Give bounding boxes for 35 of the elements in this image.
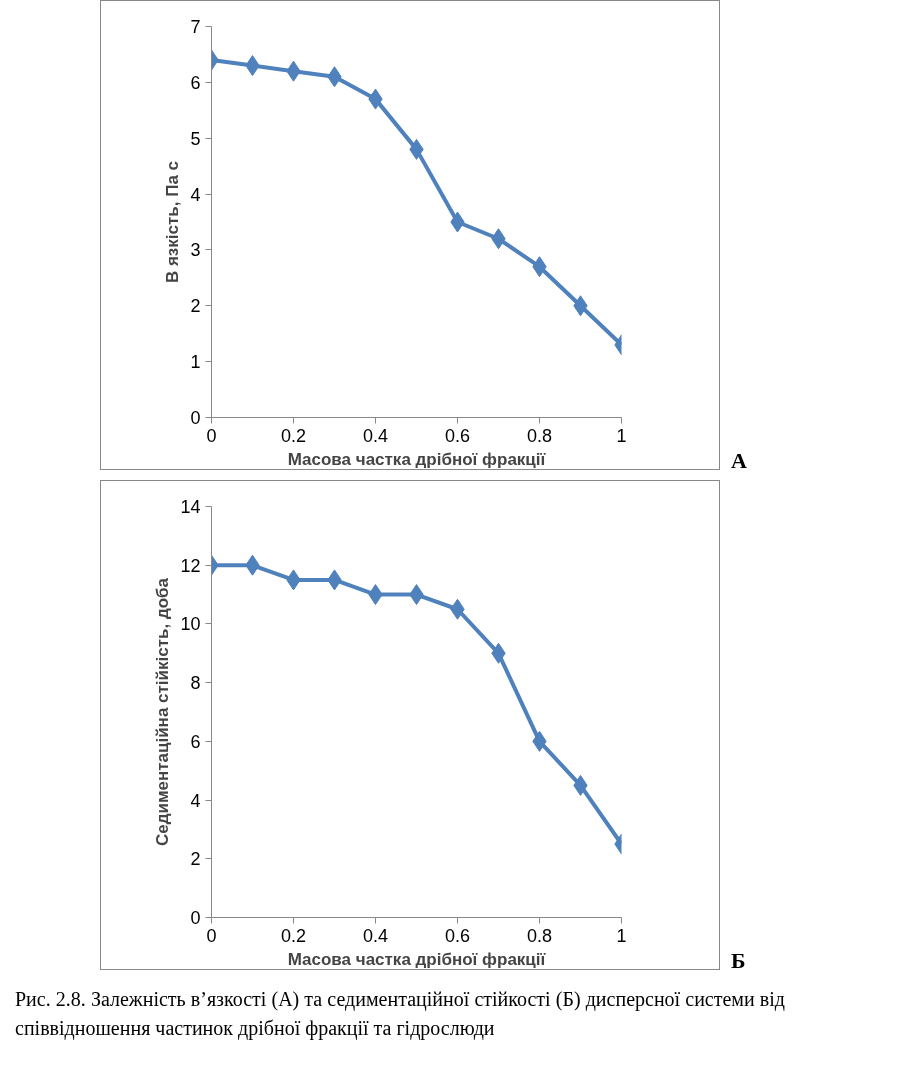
x-tick-label: 0.8 [526,925,553,946]
y-tick-label: 8 [190,673,201,694]
y-tick-label: 4 [190,184,201,205]
y-tick-label: 0 [190,408,201,428]
x-tick-label: 1 [616,925,627,946]
y-tick-label: 7 [190,17,201,37]
y-axis-title: В язкість, Па с [163,160,183,284]
y-tick-label: 4 [190,790,201,811]
y-tick-label: 10 [180,614,201,635]
x-tick-label: 0.6 [444,425,471,446]
y-tick-label: 2 [190,296,201,317]
y-tick-label: 14 [180,497,201,517]
x-axis-title: Масова частка дрібної фракції [287,449,547,469]
y-tick-label: 3 [190,240,201,261]
text: Б [731,947,746,975]
y-tick-label: 12 [180,555,201,576]
x-tick-label: 0 [206,425,217,446]
x-tick-label: 0.4 [362,425,389,446]
x-tick-label: 0.2 [280,425,307,446]
x-tick-label: 0.6 [444,925,471,946]
y-tick-label: 2 [190,849,201,870]
x-tick-label: 0.4 [362,925,389,946]
y-axis-title: Седиментаційна стійкість, доба [153,577,173,847]
y-tick-label: 5 [190,128,201,149]
x-tick-label: 0.8 [526,425,553,446]
x-tick-label: 0.2 [280,925,307,946]
y-tick-label: 0 [190,908,201,928]
y-tick-label: 6 [190,731,201,752]
text: А [731,447,747,475]
y-tick-label: 6 [190,72,201,93]
x-axis-title: Масова частка дрібної фракції [287,949,547,969]
y-tick-label: 1 [190,352,201,373]
text: Рис. 2.8. Залежність в’язкості (А) та седиментаційної стійкості (Б) дисперсної системи від співвідношення частинок дрібної фракції та гідрослюди [15,987,785,1042]
x-tick-label: 1 [616,425,627,446]
x-tick-label: 0 [206,925,217,946]
